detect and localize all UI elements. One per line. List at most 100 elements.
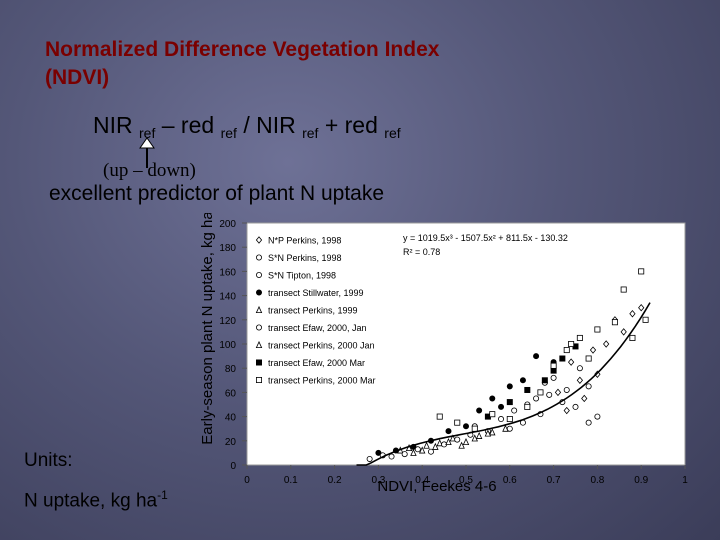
predictor-text: excellent predictor of plant N uptake <box>49 182 385 205</box>
data-point <box>454 436 461 443</box>
data-point <box>410 448 417 456</box>
y-tick-label: 60 <box>225 388 237 399</box>
data-point <box>375 449 382 456</box>
y-tick-label: 100 <box>219 340 236 351</box>
slide-title: Normalized Difference Vegetation Index (… <box>45 36 645 92</box>
data-point <box>576 376 584 385</box>
ndvi-scatter-chart: Early-season plant N uptake, kg ha-1 0 20… <box>198 203 688 495</box>
legend-marker <box>256 272 263 279</box>
x-axis-label: NDVI, Feekes 4-6 <box>377 478 496 495</box>
formula-minus-red: – red <box>161 112 215 138</box>
x-tick-label: 0.4 <box>415 475 429 486</box>
x-tick-label: 0 <box>244 475 250 486</box>
legend-label: S*N Perkins, 1998 <box>268 253 342 263</box>
data-point <box>603 340 610 348</box>
data-point <box>563 406 570 415</box>
y-tick-label: 120 <box>219 316 236 327</box>
r-squared: R² = 0.78 <box>403 247 440 257</box>
data-point <box>572 403 579 410</box>
chart-container: Early-season plant N uptake, kg ha-1 0 20… <box>195 203 693 500</box>
data-point <box>506 416 513 423</box>
legend-marker <box>255 305 263 313</box>
legend-label: N*P Perkins, 1998 <box>268 236 341 246</box>
formula-ref-2: ref <box>220 125 237 141</box>
y-axis-label: Early-season plant N uptake, kg ha-1 <box>198 213 216 445</box>
fit-curve <box>356 302 651 466</box>
data-point <box>568 340 575 347</box>
formula-divide-nir: / NIR <box>243 112 296 138</box>
x-tick-label: 0.3 <box>371 475 385 486</box>
units-label: Units: <box>24 450 73 471</box>
data-point <box>489 395 496 402</box>
data-point <box>563 386 570 393</box>
y-tick-label: 0 <box>230 461 236 472</box>
data-point <box>550 367 557 374</box>
x-tick-label: 0.6 <box>503 475 517 486</box>
x-tick-label: 0.8 <box>590 475 604 486</box>
legend-label: transect Perkins, 1999 <box>268 306 358 316</box>
x-tick-label: 0.9 <box>634 475 648 486</box>
data-point <box>449 434 457 442</box>
data-point <box>498 416 505 423</box>
legend-label: transect Perkins, 2000 Mar <box>268 376 376 386</box>
formula-ref-3: ref <box>302 125 319 141</box>
data-point <box>484 429 492 437</box>
y-tick-label: 180 <box>219 243 236 254</box>
data-point <box>620 328 627 336</box>
x-tick-label: 0.5 <box>459 475 473 486</box>
data-point <box>471 434 478 442</box>
data-point <box>563 347 570 354</box>
data-point <box>620 286 627 293</box>
formula-nir-1: NIR <box>93 112 133 138</box>
data-point <box>585 355 592 362</box>
data-point <box>533 353 540 360</box>
legend-marker <box>256 254 263 261</box>
title-line-1: Normalized Difference Vegetation Index <box>45 38 440 61</box>
data-point <box>638 268 645 275</box>
y-tick-label: 160 <box>219 267 236 278</box>
data-point <box>554 388 562 397</box>
data-point <box>550 374 557 381</box>
data-point <box>576 365 583 372</box>
y-tick-label: 200 <box>219 219 236 230</box>
legend-label: transect Efaw, 2000, Jan <box>268 323 367 333</box>
y-tick-label: 20 <box>225 437 237 448</box>
formula-plus-red: + red <box>324 112 378 138</box>
data-point <box>589 346 597 354</box>
data-point <box>462 437 470 446</box>
legend-label: S*N Tipton, 1998 <box>268 271 336 281</box>
ndvi-formula: NIR ref – red ref / NIR ref + red ref <box>93 112 401 141</box>
n-uptake-units: N uptake, kg ha-1 <box>24 488 168 512</box>
data-point <box>502 424 509 432</box>
data-point <box>471 425 478 432</box>
data-point <box>511 407 518 414</box>
data-point <box>427 448 434 455</box>
x-tick-label: 0.2 <box>328 475 342 486</box>
data-point <box>462 423 469 430</box>
legend-marker <box>255 340 263 349</box>
data-point <box>611 319 618 326</box>
legend-label: transect Stillwater, 1999 <box>268 288 364 298</box>
n-uptake-text: N uptake, kg ha <box>24 490 158 512</box>
legend-marker <box>256 359 263 366</box>
data-point <box>414 446 421 453</box>
legend-marker <box>256 289 263 296</box>
data-point <box>594 370 601 378</box>
data-point <box>594 326 601 333</box>
data-point <box>423 441 430 449</box>
data-point <box>506 383 513 390</box>
n-uptake-exponent: -1 <box>157 488 168 502</box>
data-point <box>559 355 566 362</box>
data-point <box>445 437 452 446</box>
data-point <box>366 455 373 462</box>
data-point <box>454 419 461 426</box>
data-point <box>498 403 505 410</box>
formula-ref-4: ref <box>384 125 401 141</box>
fit-equation: y = 1019.5x³ - 1507.5x² + 811.5x - 130.3… <box>403 233 568 243</box>
title-line-2: (NDVI) <box>45 66 110 89</box>
data-point <box>546 391 553 398</box>
y-tick-label: 80 <box>225 364 237 375</box>
data-point <box>506 399 513 406</box>
data-point <box>418 446 426 454</box>
legend-marker <box>256 376 263 383</box>
